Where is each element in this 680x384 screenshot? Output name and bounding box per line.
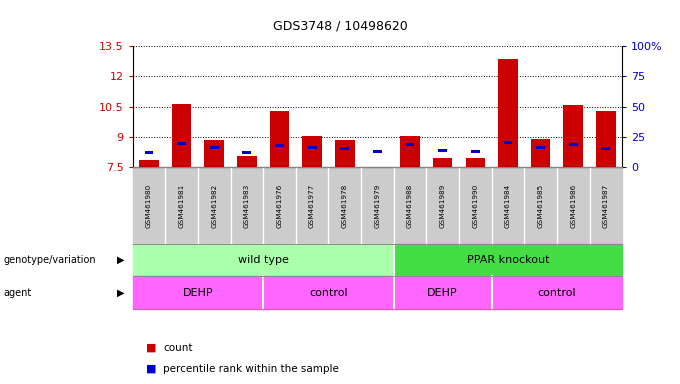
Text: PPAR knockout: PPAR knockout	[466, 255, 549, 265]
Text: GSM461990: GSM461990	[473, 183, 478, 228]
Bar	[373, 151, 381, 154]
Bar	[602, 147, 610, 151]
Bar	[531, 139, 550, 167]
Text: GSM461978: GSM461978	[342, 183, 347, 228]
Bar	[172, 104, 191, 167]
Text: count: count	[163, 343, 192, 353]
Bar	[145, 151, 153, 154]
Bar	[243, 151, 251, 154]
Text: GSM461976: GSM461976	[277, 183, 282, 228]
Text: ■: ■	[146, 343, 156, 353]
Text: GSM461987: GSM461987	[603, 183, 609, 228]
Bar	[439, 149, 447, 152]
Bar	[466, 158, 485, 167]
Bar	[504, 141, 512, 144]
Bar	[335, 140, 354, 167]
Bar	[406, 143, 414, 146]
Text: GSM461985: GSM461985	[538, 183, 543, 228]
Text: GSM461980: GSM461980	[146, 183, 152, 228]
Text: DEHP: DEHP	[427, 288, 458, 298]
Text: wild type: wild type	[238, 255, 288, 265]
Bar	[303, 136, 322, 167]
Text: GSM461986: GSM461986	[571, 183, 576, 228]
Bar	[341, 147, 349, 151]
Bar	[569, 143, 577, 146]
Bar	[471, 151, 479, 154]
Text: control: control	[309, 288, 347, 298]
Text: GSM461988: GSM461988	[407, 183, 413, 228]
Text: ■: ■	[146, 364, 156, 374]
Bar	[564, 104, 583, 167]
Text: GDS3748 / 10498620: GDS3748 / 10498620	[273, 19, 407, 32]
Text: GSM461981: GSM461981	[179, 183, 184, 228]
Text: GSM461979: GSM461979	[375, 183, 380, 228]
Text: percentile rank within the sample: percentile rank within the sample	[163, 364, 339, 374]
Bar	[177, 142, 186, 146]
Bar	[210, 146, 218, 149]
Text: GSM461984: GSM461984	[505, 183, 511, 228]
Bar	[308, 146, 316, 149]
Bar	[139, 160, 158, 167]
Bar	[270, 111, 289, 167]
Bar	[401, 136, 420, 167]
Text: ▶: ▶	[117, 255, 125, 265]
Text: GSM461989: GSM461989	[440, 183, 445, 228]
Bar	[205, 140, 224, 167]
Text: DEHP: DEHP	[182, 288, 214, 298]
Text: ▶: ▶	[117, 288, 125, 298]
Bar	[596, 111, 615, 167]
Bar	[237, 156, 256, 167]
Bar	[498, 59, 517, 167]
Bar	[537, 146, 545, 149]
Bar	[275, 144, 284, 147]
Text: GSM461977: GSM461977	[309, 183, 315, 228]
Bar	[433, 158, 452, 167]
Text: control: control	[538, 288, 576, 298]
Text: genotype/variation: genotype/variation	[3, 255, 96, 265]
Text: agent: agent	[3, 288, 32, 298]
Text: GSM461982: GSM461982	[211, 183, 217, 228]
Text: GSM461983: GSM461983	[244, 183, 250, 228]
